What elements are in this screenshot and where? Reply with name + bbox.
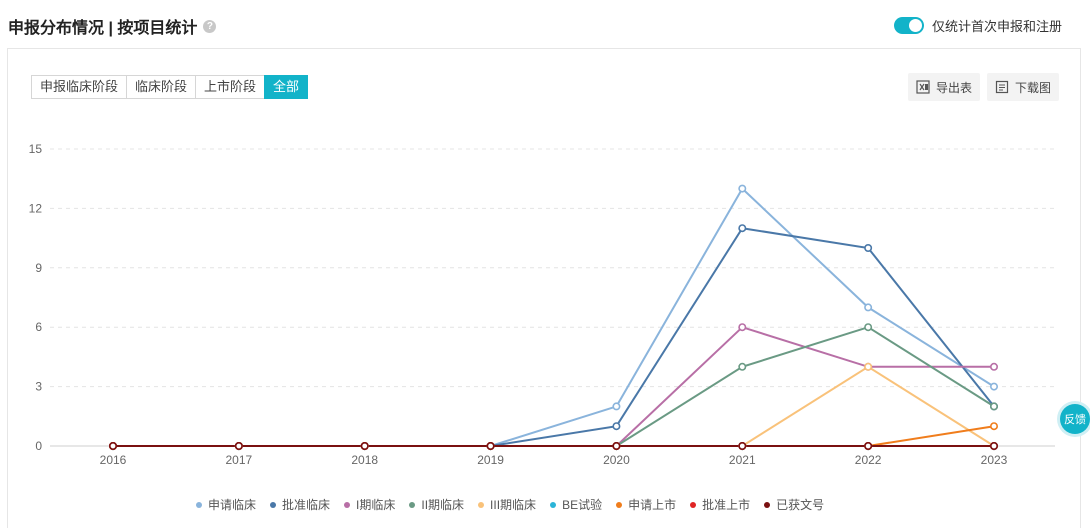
page-title-text: 申报分布情况 | 按项目统计 <box>8 20 198 37</box>
series-point-8 <box>234 441 243 450</box>
first-filing-toggle-label: 仅统计首次申报和注册 <box>931 19 1062 34</box>
legend-swatch <box>690 501 697 508</box>
legend-label: 批准上市 <box>702 498 751 512</box>
legend-label: 申请上市 <box>628 498 677 512</box>
x-tick-label: 2019 <box>477 453 504 467</box>
legend-swatch <box>550 501 557 508</box>
x-tick-label: 2023 <box>981 453 1008 467</box>
legend-label: III期临床 <box>490 498 537 512</box>
legend-item[interactable]: I期临床 <box>344 496 395 513</box>
series-point-1 <box>612 422 621 431</box>
series-point-4 <box>864 362 873 371</box>
help-icon[interactable]: ? <box>203 19 217 33</box>
first-filing-toggle-group: 仅统计首次申报和注册 <box>893 16 1062 35</box>
legend-label: 申请临床 <box>208 498 257 512</box>
stage-tabs: 申报临床阶段 临床阶段 上市阶段 全部 <box>31 75 309 99</box>
legend-swatch <box>409 501 416 508</box>
legend-swatch <box>616 501 623 508</box>
y-tick-label: 12 <box>29 201 43 215</box>
x-tick-label: 2020 <box>603 453 630 467</box>
chart-panel: 申报临床阶段 临床阶段 上市阶段 全部 导出表 下载图 <box>7 48 1081 528</box>
series-point-2 <box>989 362 998 371</box>
series-point-8 <box>109 441 118 450</box>
legend-item[interactable]: 申请上市 <box>616 496 676 513</box>
series-point-2 <box>738 323 747 332</box>
y-tick-label: 0 <box>35 439 42 453</box>
series-line-1 <box>113 227 995 447</box>
export-table-button[interactable]: 导出表 <box>908 73 981 101</box>
first-filing-toggle[interactable] <box>893 17 924 34</box>
legend-label: 批准临床 <box>282 498 331 512</box>
series-point-6 <box>989 422 998 431</box>
legend-swatch <box>196 501 202 508</box>
legend-item[interactable]: II期临床 <box>409 496 464 513</box>
series-point-1 <box>864 244 873 253</box>
y-tick-label: 6 <box>35 320 42 334</box>
series-point-3 <box>989 402 998 411</box>
series-line-0 <box>113 187 995 447</box>
legend-swatch <box>764 501 771 508</box>
download-image-label: 下载图 <box>1015 80 1052 95</box>
series-point-8 <box>612 441 621 450</box>
series-point-0 <box>612 402 621 411</box>
export-table-label: 导出表 <box>936 80 973 95</box>
y-tick-label: 15 <box>29 142 43 156</box>
excel-icon <box>916 80 930 94</box>
x-tick-label: 2017 <box>226 453 253 467</box>
series-point-0 <box>738 184 747 193</box>
legend-item[interactable]: 申请临床 <box>196 496 256 513</box>
series-point-3 <box>738 362 747 371</box>
series-point-8 <box>989 441 998 450</box>
y-tick-label: 3 <box>35 380 42 394</box>
legend-item[interactable]: III期临床 <box>478 496 536 513</box>
tab-clinical[interactable]: 临床阶段 <box>126 75 197 99</box>
x-tick-label: 2018 <box>351 453 378 467</box>
series-point-0 <box>864 303 873 312</box>
series-point-3 <box>864 323 873 332</box>
legend-item[interactable]: 批准上市 <box>690 496 750 513</box>
legend-label: BE试验 <box>562 498 603 512</box>
x-tick-label: 2016 <box>100 453 127 467</box>
legend-label: II期临床 <box>421 498 465 512</box>
legend-swatch <box>478 501 485 508</box>
legend-item[interactable]: 批准临床 <box>270 496 330 513</box>
legend-item[interactable]: BE试验 <box>550 496 602 513</box>
page-title: 申报分布情况 | 按项目统计 ? <box>8 14 217 38</box>
line-chart: 0 3 6 9 12 15 2016 2017 2018 2019 2020 2021 2022 2023 <box>29 142 1055 467</box>
x-tick-label: 2021 <box>729 453 756 467</box>
series-point-8 <box>360 441 369 450</box>
y-tick-label: 9 <box>35 261 42 275</box>
series-point-0 <box>989 382 998 391</box>
image-icon <box>995 80 1009 94</box>
series-line-4 <box>113 365 995 447</box>
legend-swatch <box>270 501 277 508</box>
download-image-button[interactable]: 下载图 <box>987 73 1060 101</box>
tab-market[interactable]: 上市阶段 <box>195 75 266 99</box>
series-point-8 <box>738 441 747 450</box>
legend-label: I期临床 <box>356 498 396 512</box>
legend-swatch <box>344 501 351 508</box>
chart-legend: 申请临床 批准临床 I期临床 II期临床 III期临床 BE试验 申请上市 批准上市 已获文号 <box>196 496 824 513</box>
legend-item[interactable]: 已获文号 <box>764 496 824 513</box>
series-point-1 <box>738 224 747 233</box>
series-point-8 <box>486 441 495 450</box>
tab-all[interactable]: 全部 <box>264 75 309 99</box>
x-tick-label: 2022 <box>855 453 882 467</box>
legend-label: 已获文号 <box>776 498 825 512</box>
feedback-button[interactable]: 反馈 <box>1060 404 1090 434</box>
series-point-8 <box>864 441 873 450</box>
tab-apply-clinical[interactable]: 申报临床阶段 <box>31 75 128 99</box>
